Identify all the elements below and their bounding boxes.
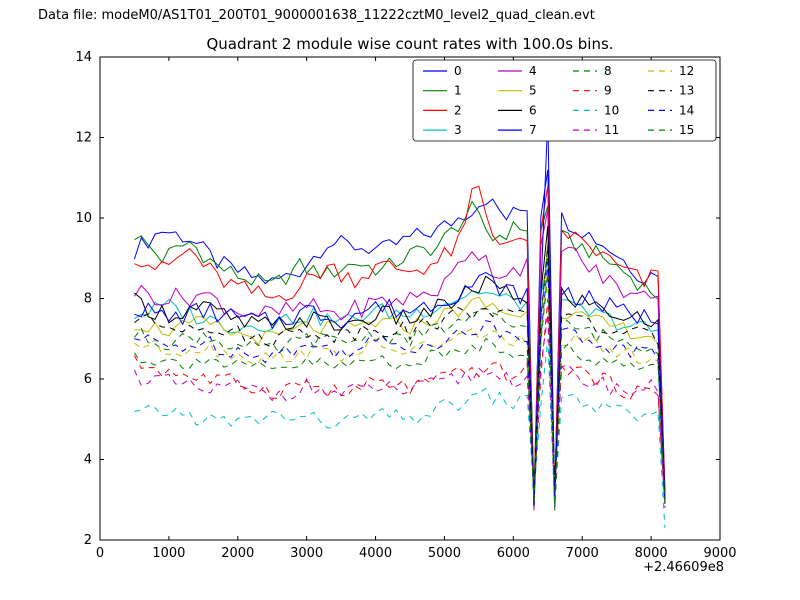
y-tick-label: 12 [75, 131, 92, 146]
legend-label-10: 10 [604, 103, 619, 117]
legend-label-3: 3 [454, 123, 462, 137]
x-tick-label: 8000 [635, 546, 668, 561]
series-line-4 [133, 209, 666, 511]
y-tick-label: 4 [84, 453, 92, 468]
legend-label-8: 8 [604, 64, 612, 78]
legend-label-0: 0 [454, 64, 462, 78]
x-tick-label: 6000 [497, 546, 530, 561]
series-line-5 [134, 242, 666, 507]
series-line-11 [133, 314, 666, 509]
y-tick-label: 2 [84, 533, 92, 548]
legend-label-13: 13 [679, 84, 694, 98]
series-line-8 [134, 250, 666, 501]
legend-label-4: 4 [529, 64, 537, 78]
legend-label-12: 12 [679, 64, 694, 78]
series-line-6 [134, 226, 666, 507]
y-tick-label: 6 [84, 372, 92, 387]
series-line-10 [134, 338, 666, 528]
legend-label-5: 5 [529, 84, 537, 98]
legend-label-7: 7 [529, 123, 537, 137]
series-line-13 [134, 246, 666, 500]
series-line-14 [134, 262, 666, 505]
data-file-label: Data file: modeM0/AS1T01_200T01_90000016… [38, 8, 595, 23]
legend-label-2: 2 [454, 103, 462, 117]
legend-label-14: 14 [679, 103, 694, 117]
x-tick-label: 9000 [703, 546, 736, 561]
x-tick-label: 4000 [359, 546, 392, 561]
x-axis-offset-label: +2.46609e8 [643, 560, 724, 575]
y-tick-label: 14 [75, 50, 92, 65]
x-tick-label: 0 [96, 546, 104, 561]
x-tick-label: 7000 [566, 546, 599, 561]
legend-label-11: 11 [604, 123, 619, 137]
legend-label-9: 9 [604, 84, 612, 98]
y-tick-label: 10 [75, 211, 92, 226]
legend-label-15: 15 [679, 123, 694, 137]
legend-label-6: 6 [529, 103, 537, 117]
series-line-2 [134, 185, 666, 502]
series-line-1 [134, 200, 666, 507]
x-tick-label: 1000 [152, 546, 185, 561]
series-line-0 [133, 169, 666, 509]
series-line-9 [133, 298, 666, 504]
x-tick-label: 5000 [428, 546, 461, 561]
x-tick-label: 3000 [290, 546, 323, 561]
series-line-15 [133, 274, 666, 511]
x-tick-label: 2000 [221, 546, 254, 561]
chart-title: Quadrant 2 module wise count rates with … [206, 35, 614, 53]
legend-label-1: 1 [454, 84, 462, 98]
y-tick-label: 8 [84, 292, 92, 307]
series-line-7 [134, 117, 666, 503]
legend-box [412, 59, 717, 142]
